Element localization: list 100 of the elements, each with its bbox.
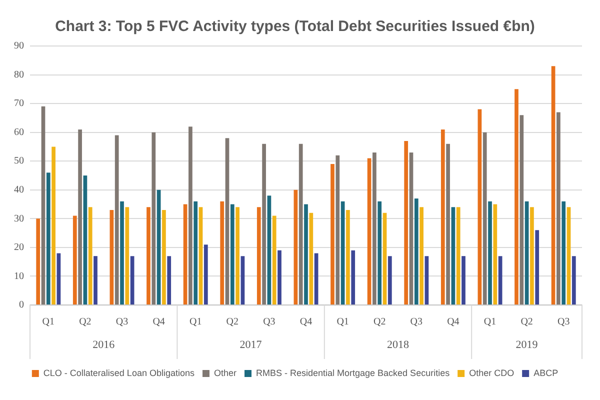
bar — [336, 155, 340, 304]
bar — [52, 146, 56, 304]
bar — [267, 196, 272, 304]
bar — [514, 89, 518, 304]
text: 2018 — [387, 338, 410, 351]
x-tick-label: Q2 — [520, 316, 533, 328]
x-tick-label: Q3 — [263, 316, 276, 328]
x-tick-label: Q1 — [189, 316, 202, 328]
bar — [378, 201, 382, 304]
bar — [83, 176, 88, 304]
legend-label: CLO - Collateralised Loan Obligations — [43, 368, 195, 378]
legend-label: Other — [214, 368, 236, 378]
bar — [482, 132, 487, 304]
bar — [146, 207, 150, 304]
bar — [156, 190, 161, 304]
bar — [566, 207, 571, 304]
bar — [382, 212, 387, 304]
bar — [351, 250, 356, 304]
x-tick-label: Q2 — [373, 316, 386, 328]
bar — [367, 158, 372, 304]
y-tick-label: 30 — [14, 213, 24, 224]
bar — [520, 115, 524, 304]
bar — [120, 201, 124, 304]
bar — [424, 256, 429, 304]
bar — [78, 129, 82, 304]
x-tick-label: Q4 — [152, 316, 165, 328]
bar — [110, 210, 114, 304]
y-tick-label: 10 — [14, 270, 24, 282]
y-tick-label: 40 — [14, 184, 24, 196]
bar — [88, 207, 92, 304]
x-tick-label: Q4 — [447, 316, 460, 328]
bar — [304, 204, 308, 304]
x-tick-label: Q2 — [226, 316, 239, 328]
bar — [388, 256, 392, 304]
bar — [535, 230, 540, 304]
x-tick-label: Q3 — [557, 316, 570, 328]
bar — [446, 144, 450, 304]
bar — [493, 204, 498, 304]
bar — [346, 210, 350, 304]
bar — [162, 210, 166, 304]
bar — [41, 106, 46, 304]
bar — [225, 138, 230, 304]
y-tick-label: 20 — [14, 242, 24, 254]
bar — [294, 190, 298, 304]
bar — [188, 126, 192, 304]
bar — [309, 212, 314, 304]
bar — [125, 207, 130, 304]
bar — [236, 207, 240, 304]
bar — [451, 207, 456, 304]
x-tick-label: Q3 — [116, 316, 128, 328]
bar — [204, 244, 208, 304]
bar — [404, 140, 408, 304]
bar — [272, 216, 276, 304]
bar — [56, 253, 61, 304]
bar — [46, 172, 50, 304]
bar — [230, 204, 234, 304]
text: 2016 — [92, 338, 116, 351]
bar — [409, 152, 414, 304]
bar — [572, 256, 576, 304]
bar — [298, 144, 303, 304]
bar — [440, 129, 445, 304]
bar — [194, 201, 198, 304]
bar — [114, 135, 119, 304]
bar — [478, 109, 482, 304]
x-tick-label: Q1 — [336, 316, 349, 328]
x-tick-label: Q1 — [42, 316, 55, 328]
bar — [420, 207, 424, 304]
bar — [183, 204, 188, 304]
bar — [130, 256, 134, 304]
y-tick-label: 50 — [14, 156, 24, 167]
y-tick-label: 80 — [14, 69, 24, 80]
legend-label: RMBS - Residential Mortgage Backed Securities — [256, 368, 450, 378]
x-tick-label: Q1 — [484, 316, 496, 328]
text: 2017 — [240, 338, 262, 351]
y-tick-label: 90 — [14, 40, 24, 52]
bar — [278, 250, 282, 304]
bar — [414, 198, 418, 304]
bar — [72, 216, 77, 304]
bar — [36, 218, 40, 304]
bar — [94, 256, 98, 304]
bar — [240, 256, 245, 304]
bar — [314, 253, 318, 304]
y-tick-label: 0 — [19, 300, 24, 311]
bar — [340, 201, 345, 304]
y-tick-label: 60 — [14, 126, 24, 138]
bar — [167, 256, 172, 304]
bar — [498, 256, 502, 304]
bar — [524, 201, 529, 304]
bar — [262, 144, 266, 304]
x-tick-label: Q4 — [300, 316, 312, 328]
bar — [152, 132, 156, 304]
y-tick-label: 70 — [14, 98, 24, 110]
x-tick-label: Q2 — [79, 316, 92, 328]
bar — [462, 256, 466, 304]
bar — [562, 201, 566, 304]
bar — [556, 112, 560, 304]
bar — [256, 207, 261, 304]
bar — [372, 152, 376, 304]
bar — [551, 66, 556, 304]
legend-label: ABCP — [534, 368, 558, 378]
